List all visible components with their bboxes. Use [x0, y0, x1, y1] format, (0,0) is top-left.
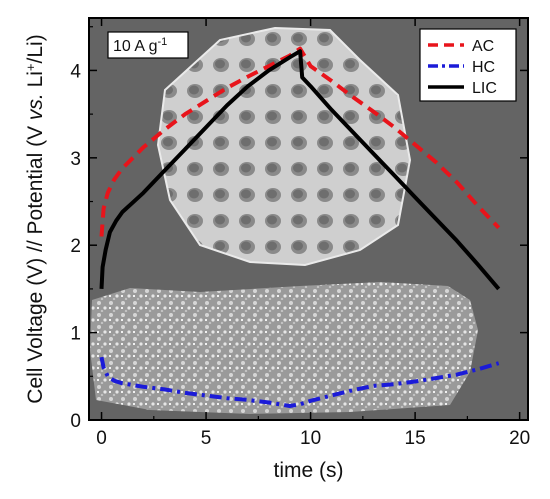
y-tick-label-3: 3 — [70, 149, 81, 170]
series-line-hc — [99, 356, 500, 408]
x-tick-label-0: 0 — [96, 428, 107, 449]
legend-label-lic: LIC — [472, 80, 497, 97]
rate-annotation-box — [107, 31, 189, 59]
x-tick-label-4: 20 — [509, 428, 530, 449]
x-tick-label-3: 15 — [405, 428, 426, 449]
series-line-lic — [99, 49, 501, 291]
x-tick-label-2: 10 — [300, 428, 321, 449]
series-layer — [99, 46, 501, 408]
legend-label-hc: HC — [472, 59, 495, 76]
ticks-layer: 0 5 10 15 20 0 1 2 3 4 — [70, 18, 530, 449]
y-tick-label-1: 1 — [70, 324, 81, 345]
rate-annotation-text: 10 A g-1 — [113, 36, 167, 55]
legend: AC HC LIC — [419, 28, 517, 102]
plot-frame — [88, 17, 529, 421]
y-tick-label-2: 2 — [70, 236, 81, 257]
sem-particle-porous — [156, 26, 412, 267]
x-axis-title: time (s) — [274, 459, 344, 482]
y-tick-label-4: 4 — [70, 61, 81, 82]
series-line-ac — [99, 46, 501, 237]
x-tick-label-1: 5 — [201, 428, 212, 449]
sem-particle-rough — [90, 282, 478, 414]
y-axis-title: Cell Voltage (V) // Potential (V vs. Li+… — [23, 34, 47, 403]
legend-label-ac: AC — [472, 38, 494, 55]
rate-annotation: 10 A g-1 — [107, 31, 189, 59]
y-tick-label-0: 0 — [70, 411, 81, 432]
